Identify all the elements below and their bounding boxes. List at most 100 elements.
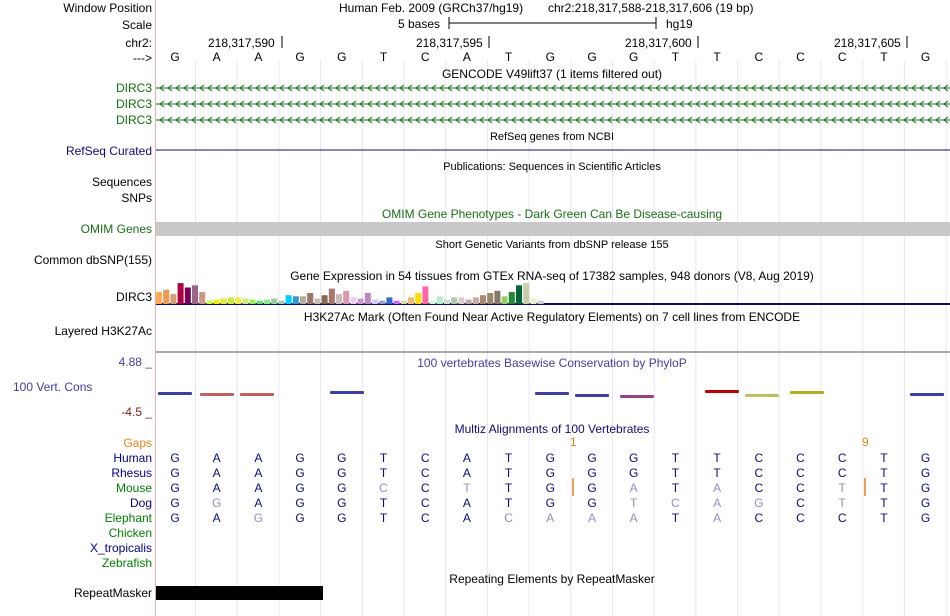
gtex-bar[interactable] xyxy=(300,296,306,304)
strand-arrow xyxy=(487,100,493,108)
gtex-bar[interactable] xyxy=(379,300,386,304)
h3k27ac-track-title[interactable]: H3K27Ac Mark (Often Found Near Active Re… xyxy=(303,310,801,324)
multiz-track-title[interactable]: Multiz Alignments of 100 Vertebrates xyxy=(454,422,650,436)
gtex-bar[interactable] xyxy=(235,297,242,304)
gtex-bar[interactable] xyxy=(436,296,443,304)
gtex-bar[interactable] xyxy=(364,293,371,304)
repeat-label[interactable]: RepeatMasker xyxy=(73,586,152,600)
gtex-bar[interactable] xyxy=(494,290,501,304)
dbsnp-label[interactable]: Common dbSNP(155) xyxy=(33,253,152,267)
gtex-bar[interactable] xyxy=(264,299,270,304)
pubs-track-title[interactable]: Publications: Sequences in Scientific Ar… xyxy=(443,161,661,173)
gtex-bar[interactable] xyxy=(206,300,213,304)
species-label[interactable]: Elephant xyxy=(104,511,152,525)
aligned-base: G xyxy=(587,451,597,465)
gtex-bar[interactable] xyxy=(184,287,191,305)
gtex-bar[interactable] xyxy=(386,297,393,304)
strand-arrow xyxy=(783,100,789,108)
refseq-label[interactable]: RefSeq Curated xyxy=(65,144,152,158)
aligned-base: T xyxy=(504,451,513,465)
gtex-bar[interactable] xyxy=(199,291,206,304)
gtex-bar[interactable] xyxy=(321,295,328,304)
gtex-bar[interactable] xyxy=(530,298,537,305)
gtex-bar[interactable] xyxy=(278,300,285,304)
gtex-bar[interactable] xyxy=(350,297,357,304)
species-label[interactable]: X_tropicalis xyxy=(89,541,152,555)
gtex-bar[interactable] xyxy=(307,293,314,304)
strand-arrow xyxy=(815,116,821,124)
gtex-bar[interactable] xyxy=(336,294,342,304)
gtex-bar[interactable] xyxy=(163,289,170,304)
gtex-bar[interactable] xyxy=(285,295,292,304)
gencode-item-1[interactable]: DIRC3 xyxy=(115,81,152,95)
gtex-bar[interactable] xyxy=(444,299,450,304)
gencode-item-3[interactable]: DIRC3 xyxy=(115,113,152,127)
gtex-bar[interactable] xyxy=(220,298,227,305)
gtex-bar[interactable] xyxy=(213,299,220,304)
gtex-bar[interactable] xyxy=(508,291,515,304)
phylop-track-title[interactable]: 100 vertebrates Basewise Conservation by… xyxy=(417,356,687,370)
gtex-bar[interactable] xyxy=(328,288,335,304)
species-label[interactable]: Chicken xyxy=(108,526,152,540)
position-text[interactable]: chr2:218,317,588-218,317,606 (19 bp) xyxy=(548,1,754,15)
gtex-bar[interactable] xyxy=(256,300,263,304)
gtex-bar[interactable] xyxy=(357,298,364,305)
gtex-bar[interactable] xyxy=(156,291,162,304)
gtex-bar[interactable] xyxy=(458,297,465,304)
h3k27ac-label[interactable]: Layered H3K27Ac xyxy=(54,324,152,338)
gtex-bar[interactable] xyxy=(415,293,422,304)
strand-arrow xyxy=(679,100,685,108)
gtex-bar[interactable] xyxy=(393,300,400,304)
gtex-bar[interactable] xyxy=(292,296,299,304)
gtex-bar[interactable] xyxy=(408,297,414,304)
gtex-bar[interactable] xyxy=(228,297,234,304)
ref-base: A xyxy=(254,50,263,64)
gtex-bar[interactable] xyxy=(192,285,198,304)
strand-arrow xyxy=(479,116,485,124)
gtex-bar[interactable] xyxy=(537,300,544,304)
aligned-base: T xyxy=(379,451,388,465)
dbsnp-track-title[interactable]: Short Genetic Variants from dbSNP releas… xyxy=(435,239,669,251)
gtex-bar[interactable] xyxy=(249,299,256,304)
refseq-track-title[interactable]: RefSeq genes from NCBI xyxy=(489,131,615,143)
strand-arrow xyxy=(463,100,469,108)
phylop-label[interactable]: 100 Vert. Cons xyxy=(13,380,93,394)
species-label[interactable]: Zebrafish xyxy=(101,556,152,570)
gencode-item-2[interactable]: DIRC3 xyxy=(115,97,152,111)
species-label[interactable]: Rhesus xyxy=(111,466,152,480)
gtex-bar[interactable] xyxy=(314,298,321,305)
gtex-bar[interactable] xyxy=(400,300,407,304)
gtex-track-title[interactable]: Gene Expression in 54 tissues from GTEx … xyxy=(290,269,814,283)
gtex-bar[interactable] xyxy=(501,296,508,304)
gtex-bar[interactable] xyxy=(451,297,458,304)
gtex-bar[interactable] xyxy=(429,300,436,304)
species-label[interactable]: Dog xyxy=(129,496,152,510)
gtex-bar[interactable] xyxy=(177,283,184,304)
strand-arrow xyxy=(295,116,301,124)
gtex-bar[interactable] xyxy=(372,299,378,304)
gtex-bar[interactable] xyxy=(465,299,472,304)
gtex-label[interactable]: DIRC3 xyxy=(115,290,152,304)
strand-arrow xyxy=(815,100,821,108)
gtex-bar[interactable] xyxy=(523,283,530,304)
gtex-bar[interactable] xyxy=(422,286,429,304)
gencode-track-title[interactable]: GENCODE V49lift37 (1 items filtered out) xyxy=(441,67,663,81)
aligned-base: G xyxy=(337,511,347,525)
gtex-bar[interactable] xyxy=(480,295,486,304)
pubs-label-snps[interactable]: SNPs xyxy=(121,191,152,205)
omim-label[interactable]: OMIM Genes xyxy=(80,222,152,236)
gtex-bar[interactable] xyxy=(472,297,479,304)
gtex-bar[interactable] xyxy=(516,285,522,304)
species-label[interactable]: Mouse xyxy=(115,481,152,495)
gtex-bar-chart[interactable] xyxy=(156,282,546,304)
gtex-bar[interactable] xyxy=(242,298,249,305)
pubs-label-sequences[interactable]: Sequences xyxy=(91,175,152,189)
repeat-track-title[interactable]: Repeating Elements by RepeatMasker xyxy=(449,572,655,586)
gtex-bar[interactable] xyxy=(271,298,278,305)
omim-track-title[interactable]: OMIM Gene Phenotypes - Dark Green Can Be… xyxy=(381,207,723,221)
gtex-bar[interactable] xyxy=(343,290,350,304)
gtex-bar[interactable] xyxy=(487,293,494,304)
gtex-bar[interactable] xyxy=(170,294,177,304)
strand-arrow xyxy=(903,116,909,124)
species-label[interactable]: Human xyxy=(113,451,152,465)
